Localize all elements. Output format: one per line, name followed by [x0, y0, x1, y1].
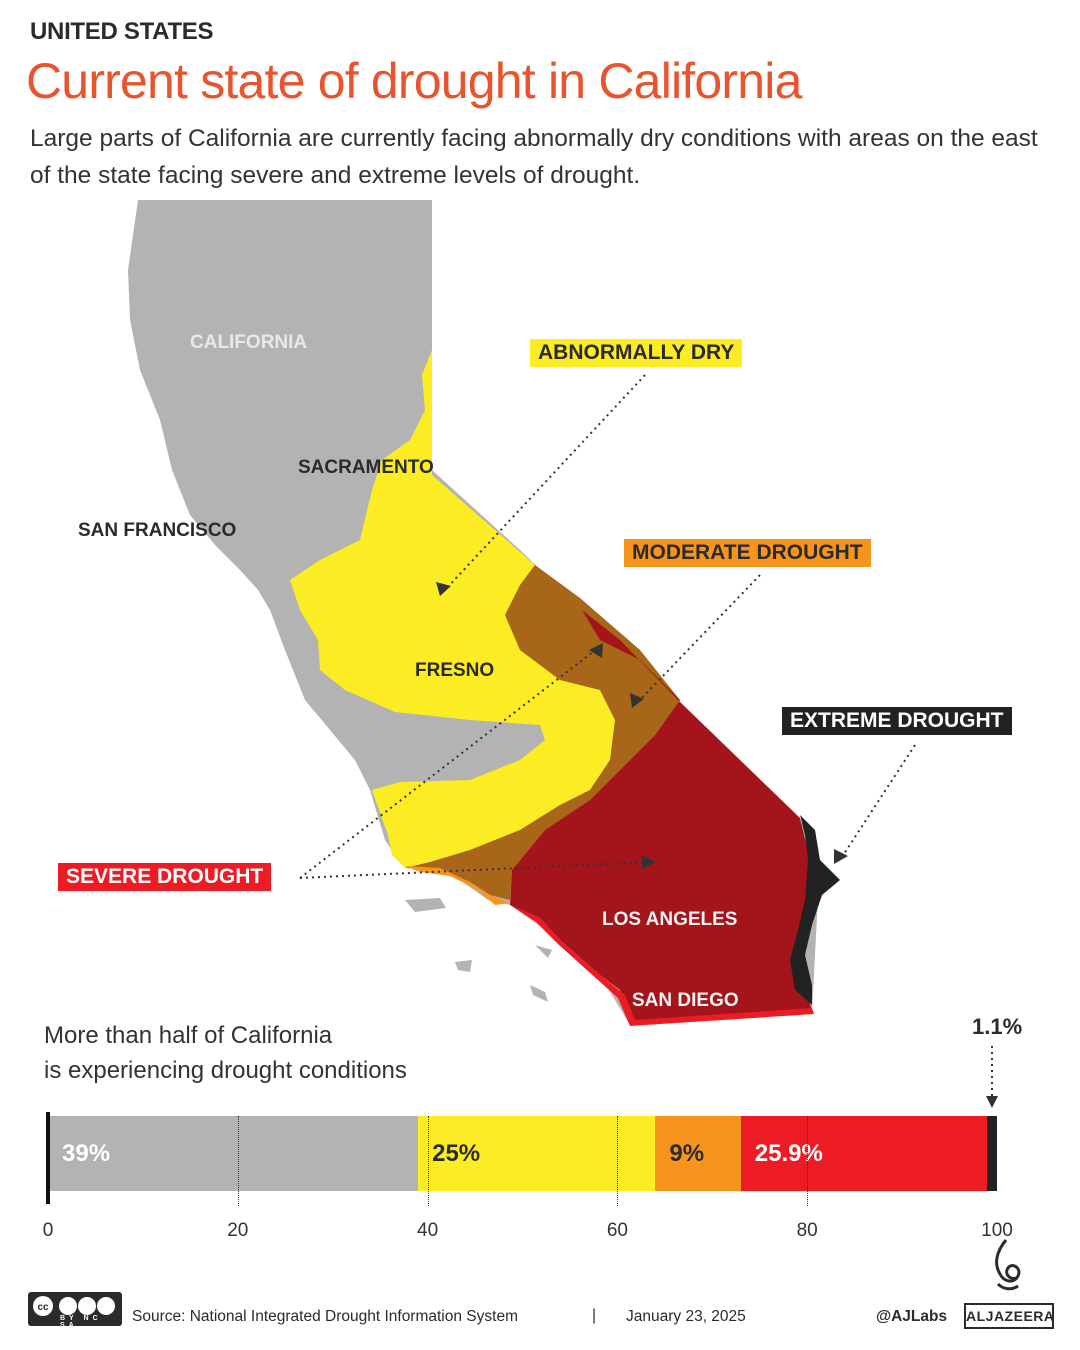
- city-label-sacramento: SACRAMENTO: [298, 457, 434, 478]
- bar-segment-extreme-drought: [986, 1116, 997, 1191]
- leader-severe-drought-a: [299, 647, 599, 879]
- extreme-drought-value-label: 1.1%: [972, 1014, 1023, 1039]
- arrowhead-moderate-drought: [630, 693, 644, 708]
- city-label-san-francisco: SAN FRANCISCO: [78, 520, 237, 541]
- arrowhead-severe-drought-a: [589, 643, 603, 658]
- page-title: Current state of drought in California: [26, 53, 802, 109]
- drought-share-bar: 39% 25% 9% 25.9%: [48, 1116, 997, 1191]
- arrowhead-abnormally-dry: [436, 582, 451, 596]
- bar-value-label: 39%: [62, 1140, 111, 1167]
- source-text: Source: National Integrated Drought Info…: [132, 1308, 518, 1325]
- leader-abnormally-dry: [444, 374, 646, 591]
- bar-segment-moderate-drought: 9%: [655, 1116, 741, 1191]
- legend-extreme-drought: EXTREME DROUGHT: [782, 707, 1012, 735]
- severe-drought-edge: [510, 905, 814, 1026]
- leader-severe-drought-b: [299, 861, 651, 879]
- cc-license-badge: cc BY NC SA: [28, 1292, 122, 1329]
- bar-tick-label: 60: [606, 1220, 628, 1241]
- state-label: CALIFORNIA: [190, 332, 308, 353]
- svg-text:cc: cc: [37, 1302, 49, 1313]
- arrowhead-severe-drought-b: [642, 855, 656, 869]
- abnormally-dry-region: [290, 350, 615, 868]
- bar-caption-line-1: More than half of California: [44, 1022, 333, 1049]
- handle-text: @AJLabs: [876, 1308, 948, 1325]
- extreme-drought-pointer: [986, 1046, 998, 1108]
- bar-segment-abnormally-dry: 25%: [418, 1116, 656, 1191]
- drought-map: CALIFORNIA SACRAMENTO SAN FRANCISCO FRES…: [0, 195, 1080, 1035]
- kicker: UNITED STATES: [30, 18, 214, 45]
- bar-caption-line-2: is experiencing drought conditions: [44, 1057, 407, 1084]
- bar-segment-no-drought: 39%: [48, 1116, 419, 1191]
- bar-segment-severe-drought: 25.9%: [740, 1116, 987, 1191]
- date-text: January 23, 2025: [626, 1308, 746, 1325]
- moderate-drought-region: [405, 565, 680, 900]
- aljazeera-logo-icon: [995, 1239, 1021, 1291]
- cc-icons: cc: [33, 1296, 115, 1316]
- california-map-svg: [128, 200, 916, 1026]
- bar-tick-label: 80: [796, 1220, 818, 1241]
- footer: Source: National Integrated Drought Info…: [0, 1290, 1080, 1340]
- leader-moderate-drought: [636, 574, 761, 704]
- bar-tick-label: 20: [227, 1220, 249, 1241]
- severe-drought-region: [510, 610, 812, 1022]
- bar-tick-label: 0: [42, 1220, 54, 1241]
- bar-gridline: [427, 1116, 429, 1206]
- footer-separator: |: [592, 1307, 597, 1324]
- bar-tick-label: 100: [981, 1220, 1013, 1241]
- leader-extreme-drought: [839, 744, 916, 861]
- brand-wordmark: ALJAZEERA: [964, 1303, 1054, 1329]
- legend-abnormally-dry: ABNORMALLY DRY: [530, 339, 743, 367]
- arrowhead-extreme-drought: [834, 849, 848, 864]
- bar-gridline: [617, 1116, 619, 1206]
- extreme-drought-region: [790, 815, 840, 1005]
- bar-baseline: [46, 1112, 50, 1204]
- bar-caption: More than half of California is experien…: [44, 1018, 407, 1088]
- bar-value-label: 25%: [432, 1140, 481, 1167]
- city-label-los-angeles: LOS ANGELES: [602, 909, 738, 930]
- legend-moderate-drought: MODERATE DROUGHT: [624, 539, 871, 567]
- moderate-drought-edge: [405, 866, 510, 905]
- bar-value-label: 9%: [669, 1140, 705, 1167]
- cc-license-text: BY NC SA: [60, 1315, 102, 1329]
- channel-islands: [405, 898, 552, 1002]
- city-label-san-diego: SAN DIEGO: [632, 990, 739, 1011]
- bar-gridline: [237, 1116, 239, 1206]
- bar-tick-label: 40: [417, 1220, 439, 1241]
- city-label-fresno: FRESNO: [415, 660, 495, 681]
- bar-value-label: 25.9%: [754, 1140, 823, 1167]
- subtitle: Large parts of California are currently …: [30, 125, 1038, 189]
- legend-severe-drought: SEVERE DROUGHT: [58, 863, 272, 891]
- bar-gridline: [807, 1116, 809, 1206]
